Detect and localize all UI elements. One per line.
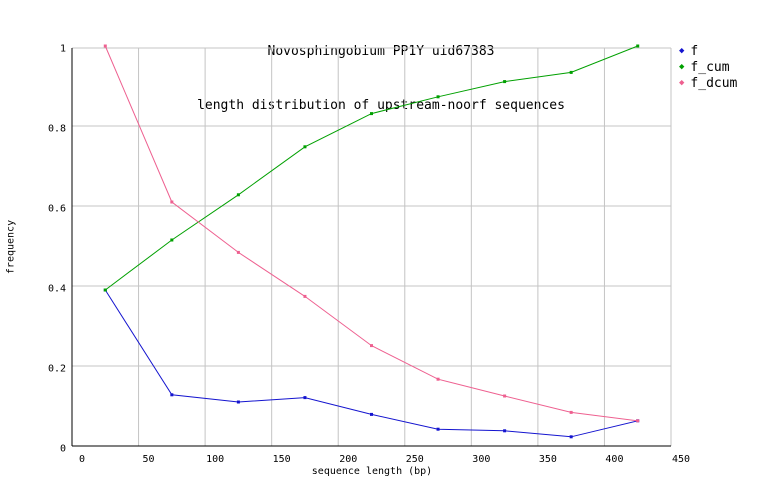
series-point-f	[436, 427, 440, 431]
legend: ◆ f ◆ f_cum ◆ f_dcum	[679, 43, 737, 91]
x-tick-label: 150	[273, 454, 291, 465]
series-point-f_cum	[236, 193, 240, 197]
series-point-f_dcum	[503, 394, 507, 398]
series-line-f_dcum	[104, 45, 638, 422]
y-tick-label: 0.4	[48, 284, 66, 295]
series-point-f_cum	[636, 44, 640, 48]
x-axis-label: sequence length (bp)	[311, 466, 433, 477]
x-tick-label: 0	[79, 454, 85, 465]
legend-item-f: ◆ f	[679, 43, 737, 59]
series-point-f_dcum	[436, 377, 440, 381]
y-tick-label: 0	[60, 444, 66, 455]
x-tick-label: 200	[339, 454, 357, 465]
series-point-f_cum	[170, 238, 174, 242]
legend-item-f_cum: ◆ f_cum	[679, 59, 737, 75]
y-tick-label: 0.2	[48, 364, 66, 375]
series-point-f_cum	[370, 112, 373, 116]
x-tick-label: 450	[672, 454, 690, 465]
series-point-f_dcum	[636, 419, 640, 423]
series-point-f	[236, 400, 240, 404]
series-point-f_cum	[303, 145, 307, 149]
series-point-f_cum	[503, 80, 507, 84]
x-tick-label: 300	[472, 454, 490, 465]
series-point-f	[303, 396, 307, 400]
series-point-f_cum	[103, 288, 107, 292]
legend-item-f_dcum: ◆ f_dcum	[679, 75, 737, 91]
legend-label-f_cum: f_cum	[690, 59, 730, 75]
legend-marker-f_cum-icon: ◆	[679, 61, 685, 72]
legend-label-f_dcum: f_dcum	[690, 75, 738, 91]
series-line-f_cum	[104, 45, 638, 291]
x-tick-label: 50	[143, 454, 155, 465]
series-point-f_cum	[569, 70, 573, 74]
series-point-f_cum	[436, 95, 440, 99]
x-tick-label: 400	[605, 454, 623, 465]
x-tick-label: 350	[539, 454, 557, 465]
series-point-f	[370, 412, 373, 416]
legend-marker-f-icon: ◆	[679, 45, 685, 56]
y-tick-label: 1	[60, 44, 66, 55]
series-point-f_dcum	[370, 344, 373, 348]
legend-marker-f_dcum-icon: ◆	[679, 77, 685, 88]
x-tick-label: 100	[206, 454, 224, 465]
y-tick-label: 0.8	[48, 124, 66, 135]
y-tick-label: 0.6	[48, 204, 66, 215]
series-point-f_dcum	[569, 410, 573, 414]
series-point-f_dcum	[236, 250, 240, 254]
series-point-f	[170, 393, 174, 397]
series-point-f	[569, 435, 573, 439]
series-point-f_dcum	[303, 294, 307, 298]
x-tick-label: 250	[406, 454, 424, 465]
series-point-f_dcum	[170, 200, 174, 204]
series-point-f_dcum	[103, 44, 107, 48]
series-point-f	[503, 429, 507, 433]
legend-label-f: f	[690, 43, 699, 59]
